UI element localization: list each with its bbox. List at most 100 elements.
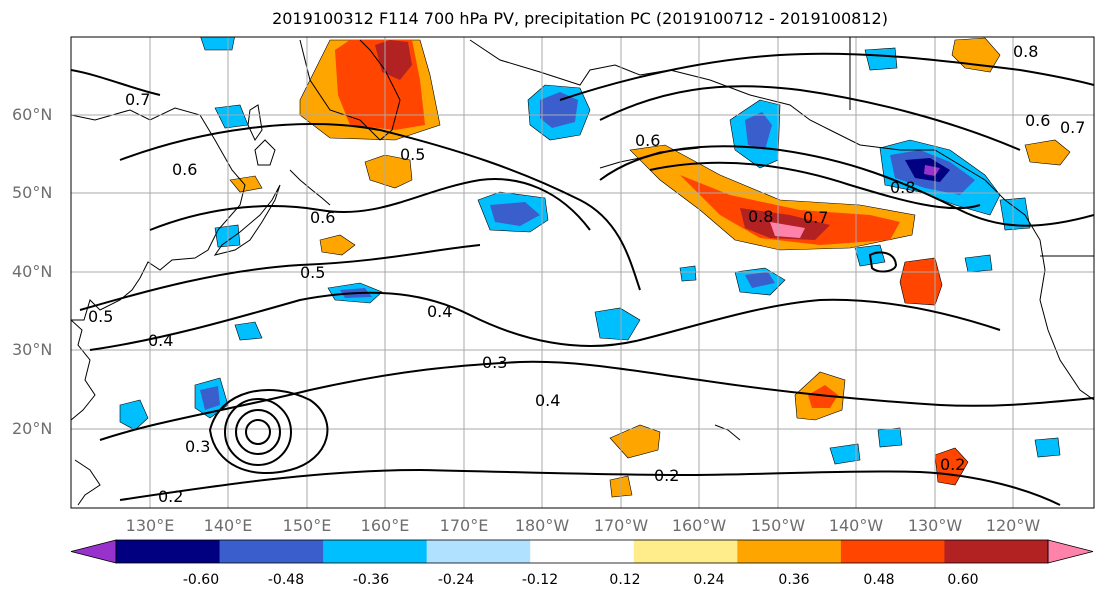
lon-label: 140°W [828,516,884,535]
contour-label: 0.6 [1025,111,1050,130]
precip-blob-alaska-purple [924,165,940,176]
coast-kurils [289,169,331,206]
pv-contour-0.2-south [119,468,1061,506]
precip-blob-small-cyan-1 [234,321,263,341]
lat-label: 20°N [12,419,53,438]
coast-alaska [669,69,1046,271]
colorbar-extend-high [1047,539,1094,564]
pv-contour-0.7-aleut [599,145,1094,227]
colorbar-tick-label: 0.24 [693,572,725,588]
contour-label: 0.8 [890,178,915,197]
precip-blob-bering-blue [540,92,578,128]
coast-hokkaido [254,139,276,166]
colorbar-segment [944,540,1049,563]
lat-label: 50°N [12,183,53,202]
colorbar-segment [116,540,221,563]
coast-sakhalin [247,104,263,141]
contour-label: 0.5 [400,145,425,164]
pv-contour-ring-1 [245,419,271,445]
contour-label: 0.8 [748,207,773,226]
coast-chukotka [469,39,671,86]
colorbar-tick-label: 0.36 [778,572,810,588]
pv-contour-ring-outer [208,389,329,475]
precip-blob-kamchatka-darkred [375,40,412,80]
precip-shading-negative [119,37,1061,465]
lon-label: 130°W [907,516,963,535]
contour-label: 0.3 [482,353,507,372]
pv-contour-0.3 [99,360,1094,441]
colorbar-tick-label: 0.48 [863,572,895,588]
precip-blob-small-cyan-8 [999,197,1031,231]
precip-blob-bc-orange [1024,139,1071,166]
coast-japan [213,184,281,256]
contour-label: 0.4 [148,331,173,350]
precip-blob-small-cyan-4 [877,427,903,448]
pv-contour-ring-3 [224,398,292,466]
lon-label: 160°E [360,516,410,535]
precip-blob-ne-blue [745,272,775,288]
map-frame [70,36,1095,509]
map-panel: 0.7 0.6 0.5 0.6 0.5 0.4 0.5 0.4 0.3 0.3 … [71,37,1094,508]
colorbar-tick-label: -0.12 [521,572,559,588]
coast-hawaii [714,424,741,441]
pv-contour-0.7-nw [71,69,161,96]
lon-label: 170°W [593,516,649,535]
coast-china-south [71,319,96,421]
precip-blob-hawaii-orange [609,424,661,459]
colorbar-tick-label: -0.24 [437,572,475,588]
precip-blob-mid-blue [490,202,540,226]
precip-blob-small-cyan-7 [864,47,898,71]
lon-label: 130°E [125,516,175,535]
precip-blob-small-cyan-6 [200,37,235,51]
precip-blob-kuril-small [319,234,356,256]
pv-contour-0.6-gulf [599,85,1021,151]
precip-blob-philippines-blue [200,386,220,410]
colorbar-segment [633,540,738,563]
coast-philippines [74,459,101,506]
precip-blob-small-cyan-5 [1034,437,1061,458]
contour-label: 0.2 [158,487,183,506]
lon-label: 180°W [514,516,570,535]
colorbar-segment [323,540,428,563]
precip-blob-pac-cyan [594,307,641,341]
contour-label: 0.7 [1060,118,1085,137]
lon-label: 140°E [203,516,253,535]
pv-contour-low [868,251,898,273]
colorbar-tick-label: -0.48 [267,572,305,588]
contour-label: 0.4 [535,391,560,410]
lat-label: 60°N [12,105,53,124]
lon-label: 160°W [671,516,727,535]
colorbar-segment [840,540,945,563]
colorbar-segment [530,540,635,563]
pv-contour-0.4-east [559,52,1094,101]
precip-blob-small-cyan-3 [829,443,861,465]
contour-label: 0.5 [300,263,325,282]
lon-label: 150°E [282,516,332,535]
precip-blob-gulf-darkred [740,208,830,240]
precip-blob-aleut-blue [745,112,772,150]
colorbar-segment [737,540,842,563]
pv-contour-0.8-aleut [649,161,981,210]
precip-blob-wpac-cyan [119,399,149,431]
colorbar-frame [115,539,1049,564]
contour-label: 0.7 [803,208,828,227]
colorbar [70,539,1094,564]
precip-blob-gulf-red [680,175,900,245]
lon-label: 170°E [439,516,489,535]
coast-asia [71,107,246,321]
coast-westcoast [1039,269,1094,401]
coast-kamchatka [299,39,401,141]
contour-label: 0.3 [185,437,210,456]
precip-blob-japan-small [229,175,263,193]
contour-label: 0.6 [310,208,335,227]
precip-blob-small-cyan-10 [964,254,993,273]
contour-label: 0.2 [654,466,679,485]
contour-label: 0.6 [635,131,660,150]
precip-blob-sub-red [808,385,838,408]
lat-label: 40°N [12,262,53,281]
contour-label: 0.7 [125,90,150,109]
colorbar-segment [219,540,324,563]
colorbar-tick-label: -0.60 [182,572,220,588]
contour-label: 0.6 [172,160,197,179]
